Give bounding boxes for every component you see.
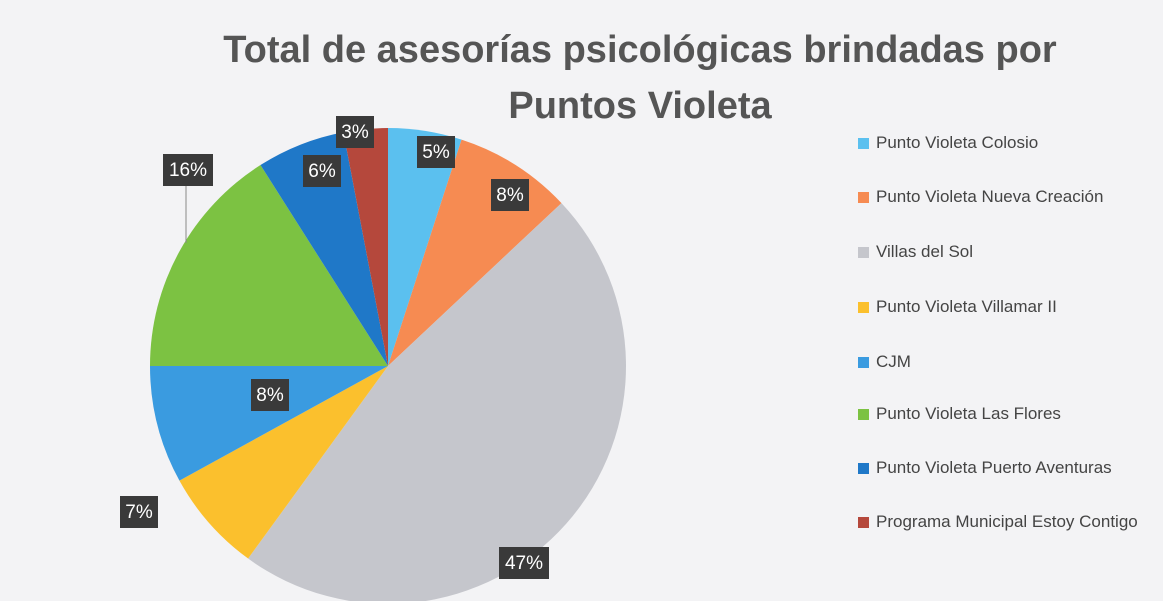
- legend-item: Punto Violeta Las Flores: [858, 401, 1158, 427]
- pie-slice: [150, 366, 388, 481]
- legend-swatch: [858, 517, 869, 528]
- legend-swatch: [858, 409, 869, 420]
- legend-item: Punto Violeta Puerto Aventuras: [858, 455, 1158, 481]
- legend-label: Villas del Sol: [876, 242, 974, 261]
- data-label: 5%: [422, 142, 450, 163]
- data-label: 16%: [169, 160, 207, 181]
- legend-swatch: [858, 357, 869, 368]
- data-label: 47%: [505, 553, 543, 574]
- pie-slice: [343, 128, 388, 366]
- legend-swatch: [858, 138, 869, 149]
- pie-slice: [388, 128, 462, 366]
- legend-label: Programa Municipal Estoy Contigo: [876, 512, 1138, 531]
- data-label: 8%: [496, 185, 524, 206]
- legend-item: Punto Violeta Nueva Creación: [858, 184, 1158, 210]
- data-label-box: [163, 154, 213, 186]
- data-label-box: [336, 116, 374, 148]
- data-label-box: [251, 379, 289, 411]
- data-label-box: [491, 179, 529, 211]
- legend-item: CJM: [858, 349, 1158, 375]
- pie-slice: [248, 203, 627, 601]
- legend-label: Punto Violeta Colosio: [876, 133, 1039, 152]
- legend-label: Punto Violeta Villamar II: [876, 297, 1057, 316]
- pie-slice: [179, 366, 388, 559]
- pie-slice: [150, 165, 388, 366]
- data-label: 3%: [341, 122, 369, 143]
- data-label-box: [499, 547, 549, 579]
- legend-swatch: [858, 302, 869, 313]
- legend-item: Punto Violeta Villamar II: [858, 294, 1158, 320]
- chart-title: Total de asesorías psicológicas brindada…: [223, 29, 1057, 127]
- legend-item: Punto Violeta Colosio: [858, 130, 1158, 156]
- legend-label: CJM: [876, 352, 911, 371]
- data-label-box: [417, 136, 455, 168]
- data-label: 8%: [256, 385, 284, 406]
- legend-swatch: [858, 247, 869, 258]
- data-label-box: [303, 155, 341, 187]
- pie-slice: [260, 132, 388, 366]
- data-label: 6%: [308, 161, 336, 182]
- legend-label: Punto Violeta Las Flores: [876, 404, 1061, 423]
- data-label-box: [120, 496, 158, 528]
- legend-item: Villas del Sol: [858, 239, 1158, 265]
- legend-swatch: [858, 192, 869, 203]
- legend-label: Punto Violeta Nueva Creación: [876, 187, 1104, 206]
- legend-label: Punto Violeta Puerto Aventuras: [876, 458, 1112, 477]
- data-label: 7%: [125, 502, 153, 523]
- legend-swatch: [858, 463, 869, 474]
- legend-item: Programa Municipal Estoy Contigo: [858, 509, 1158, 535]
